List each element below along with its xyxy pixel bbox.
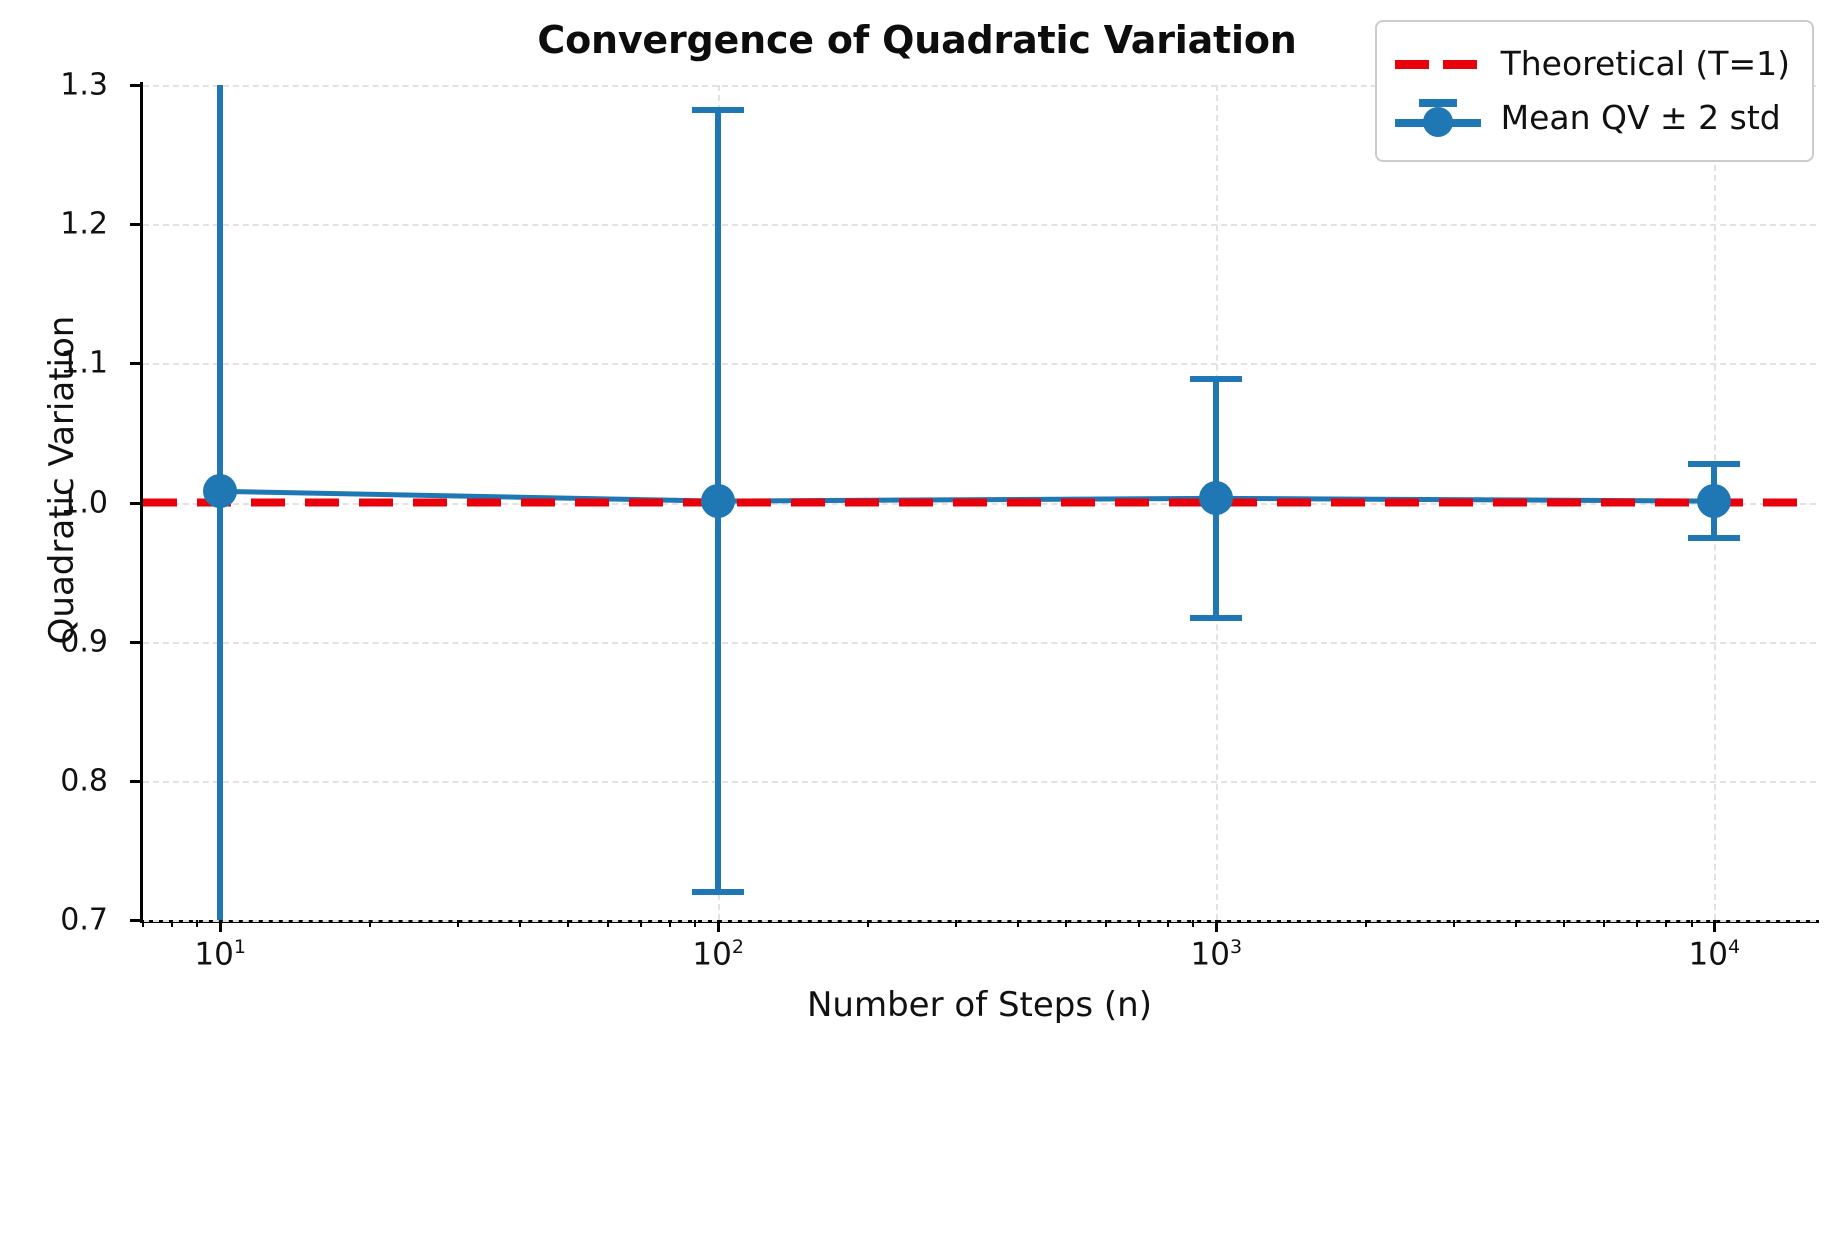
y-tick-mark [130,223,143,227]
blue-errorbar-marker-icon [1394,97,1481,137]
x-tick-minor [1665,920,1668,927]
x-tick-minor [867,920,870,927]
error-bar-cap-upper [692,107,745,114]
y-tick-mark [130,501,143,505]
x-tick-minor [954,920,957,927]
x-tick-minor [1065,920,1068,927]
legend-label-theoretical: Theoretical (T=1) [1500,43,1790,83]
legend-entry-mean-qv[interactable]: Mean QV ± 2 std [1394,90,1790,144]
y-tick-label: 0.7 [60,902,108,938]
series-theoretical-line [143,488,1816,507]
x-tick-minor [519,920,521,927]
x-tick-label: 102 [692,936,744,973]
y-tick-label: 0.9 [60,624,108,660]
y-tick-label: 1.0 [60,485,108,520]
x-tick-minor [196,920,199,927]
x-tick-mark [219,920,223,932]
x-tick-minor [142,920,144,927]
gridline-horizontal [143,85,1816,87]
y-tick-mark [130,919,143,922]
error-bar-cap-lower [1190,614,1243,621]
x-tick-minor [1017,920,1020,927]
x-tick-minor [606,920,609,927]
gridline-horizontal [143,780,1816,783]
x-axis-label: Number of Steps (n) [807,985,1152,1025]
chart-legend[interactable]: Theoretical (T=1) Mean QV ± 2 std [1374,20,1814,162]
x-tick-minor [1167,920,1169,927]
y-tick-mark [130,640,143,644]
gridline-horizontal [143,363,1816,366]
data-point-marker[interactable] [701,484,736,519]
y-tick-mark [130,362,143,366]
x-axis-ticks: 101 102 103 104 [142,920,1816,990]
gridline-horizontal [143,224,1816,227]
y-tick-label: 1.2 [60,206,108,242]
y-tick-mark [130,779,143,783]
gridline-horizontal [143,641,1816,644]
y-tick-label: 1.1 [60,345,108,381]
x-tick-minor [170,920,173,927]
error-bar-cap-upper [1190,375,1243,382]
x-tick-minor [1365,920,1368,927]
x-tick-minor [1515,920,1518,927]
x-tick-minor [1138,920,1141,927]
error-bar-cap-lower [692,888,745,895]
y-tick-label: 1.3 [60,67,108,103]
x-tick-mark [717,920,721,932]
x-tick-label: 103 [1190,936,1243,973]
x-tick-label: 104 [1688,936,1741,973]
y-tick-mark [130,84,143,87]
x-tick-minor [369,920,372,927]
red-dashed-line-icon [1394,43,1481,83]
x-tick-minor [1452,920,1455,927]
x-tick-minor [1563,920,1566,927]
x-tick-minor [1690,920,1693,927]
plot-area: 0.7 0.8 0.9 1.0 1.1 1.2 1.3 101 102 103 104 [60,68,1816,972]
x-tick-minor [1104,920,1107,927]
legend-label-mean-qv: Mean QV ± 2 std [1500,97,1781,137]
x-tick-minor [668,920,671,927]
x-tick-minor [1636,920,1639,927]
data-point-marker[interactable] [203,474,238,509]
x-tick-minor [694,920,697,927]
error-bar-cap-lower [1688,535,1741,542]
x-tick-minor [456,920,459,927]
series-layer [143,85,1816,920]
gridline-horizontal [143,920,1816,922]
chart-title: Convergence of Quadratic Variation [537,18,1297,62]
x-tick-minor [640,920,643,927]
x-tick-label: 101 [194,936,246,973]
x-tick-minor [567,920,570,927]
data-point-marker[interactable] [1199,481,1234,516]
y-tick-label: 0.8 [60,763,108,799]
x-tick-mark [1215,920,1219,932]
x-tick-mark [1713,920,1717,932]
x-tick-minor [1602,920,1605,927]
legend-entry-theoretical[interactable]: Theoretical (T=1) [1394,36,1790,90]
error-bar-cap-upper [1688,460,1741,467]
x-tick-minor [1192,920,1195,927]
data-point-marker[interactable] [1697,484,1732,519]
